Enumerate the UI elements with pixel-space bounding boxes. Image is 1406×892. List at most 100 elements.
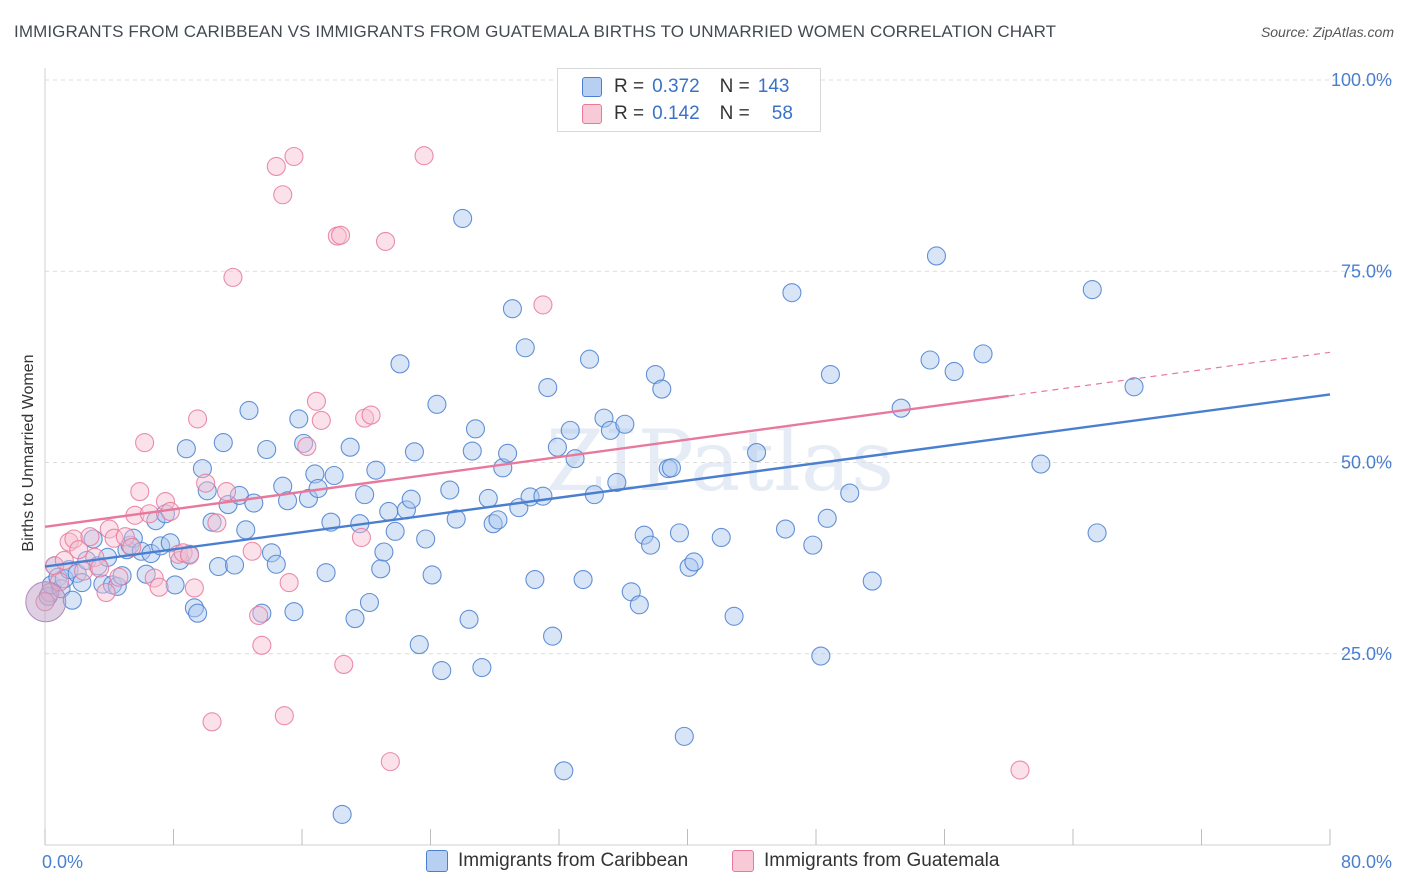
point-caribbean [629, 595, 649, 615]
point-caribbean [324, 465, 344, 486]
point-caribbean [112, 566, 132, 586]
point-caribbean [404, 442, 424, 462]
point-caribbean [170, 550, 190, 570]
point-caribbean [840, 483, 860, 503]
point-guatemala [334, 654, 354, 675]
point-caribbean [239, 400, 259, 421]
point-caribbean [817, 508, 837, 528]
point-guatemala [274, 706, 294, 726]
point-guatemala [64, 529, 84, 549]
legend-row-guatemala: R = 0.142 N = 58 [582, 101, 793, 127]
point-caribbean [192, 459, 212, 479]
point-caribbean [298, 488, 318, 509]
trendline-guatemala [44, 394, 1009, 528]
point-caribbean [472, 657, 492, 678]
point-caribbean [515, 338, 535, 358]
x-tick-label-min: 0.0% [42, 852, 84, 872]
point-caribbean [926, 246, 947, 266]
point-caribbean [294, 433, 314, 453]
correlation-legend: R = 0.372 N = 143 R = 0.142 N = 58 [557, 68, 821, 132]
point-caribbean [305, 464, 325, 484]
point-caribbean [747, 443, 767, 463]
point-caribbean [160, 533, 180, 553]
point-guatemala [202, 712, 222, 732]
point-guatemala [273, 185, 293, 205]
point-guatemala [149, 577, 169, 597]
series-legend-item-caribbean: Immigrants from Caribbean [426, 850, 688, 872]
point-caribbean [316, 563, 336, 583]
point-caribbean [277, 491, 298, 511]
legend-n-label: N = [719, 76, 750, 97]
point-caribbean [547, 437, 567, 457]
point-guatemala [96, 582, 116, 603]
point-caribbean [652, 379, 672, 399]
point-caribbean [502, 299, 522, 319]
point-caribbean [478, 488, 498, 509]
point-caribbean [724, 606, 744, 626]
point-caribbean [440, 480, 460, 500]
point-caribbean [390, 354, 410, 374]
point-caribbean [634, 525, 654, 545]
point-guatemala [85, 547, 105, 567]
point-cluster [25, 581, 67, 623]
legend-row-caribbean: R = 0.372 N = 143 [582, 74, 789, 100]
point-caribbean [345, 609, 365, 629]
point-caribbean [711, 527, 731, 548]
point-guatemala [1010, 760, 1030, 780]
legend-n-label: N = [719, 103, 750, 124]
point-caribbean [197, 481, 217, 501]
point-caribbean [465, 419, 486, 439]
point-caribbean [1031, 454, 1051, 474]
point-guatemala [109, 567, 129, 587]
point-caribbean [184, 598, 204, 618]
point-caribbean [607, 472, 627, 492]
y-tick-label: 100.0% [1331, 70, 1392, 90]
legend-swatch-guatemala [582, 104, 602, 124]
point-caribbean [782, 283, 802, 303]
point-caribbean [462, 441, 482, 461]
point-guatemala [188, 409, 208, 429]
point-guatemala [80, 527, 100, 547]
point-guatemala [361, 405, 381, 425]
legend-r-value: 0.142 [652, 103, 700, 124]
point-caribbean [332, 804, 352, 824]
point-caribbean [820, 364, 841, 385]
point-caribbean [176, 439, 196, 459]
trendline-caribbean [44, 393, 1331, 568]
point-caribbean [409, 635, 429, 655]
legend-r-value: 0.372 [652, 76, 700, 97]
point-caribbean [684, 552, 704, 572]
point-caribbean [379, 501, 399, 522]
point-guatemala [249, 605, 269, 626]
point-caribbean [775, 519, 796, 539]
point-guatemala [184, 578, 204, 598]
point-guatemala [90, 558, 110, 578]
point-caribbean [920, 350, 940, 370]
point-guatemala [284, 146, 304, 167]
point-caribbean [213, 433, 233, 453]
point-caribbean [554, 761, 574, 781]
point-caribbean [422, 565, 442, 585]
point-caribbean [803, 535, 823, 555]
y-tick-label: 75.0% [1341, 261, 1392, 281]
point-caribbean [359, 592, 380, 613]
point-caribbean [641, 535, 661, 555]
point-caribbean [284, 602, 304, 622]
point-guatemala [207, 513, 227, 533]
point-guatemala [375, 231, 396, 251]
trendline-extension-guatemala [1008, 351, 1331, 397]
point-guatemala [122, 537, 142, 557]
point-caribbean [538, 377, 558, 398]
y-tick-label: 25.0% [1341, 644, 1392, 664]
point-guatemala [130, 482, 150, 502]
point-caribbean [453, 208, 473, 229]
point-caribbean [261, 543, 282, 563]
point-caribbean [266, 554, 286, 574]
point-guatemala [69, 540, 89, 560]
point-guatemala [223, 267, 243, 287]
legend-n-value: 58 [771, 103, 793, 124]
series-legend-swatch-guatemala [732, 850, 754, 872]
legend-swatch-caribbean [582, 77, 602, 97]
chart-title: IMMIGRANTS FROM CARIBBEAN VS IMMIGRANTS … [14, 22, 1057, 41]
